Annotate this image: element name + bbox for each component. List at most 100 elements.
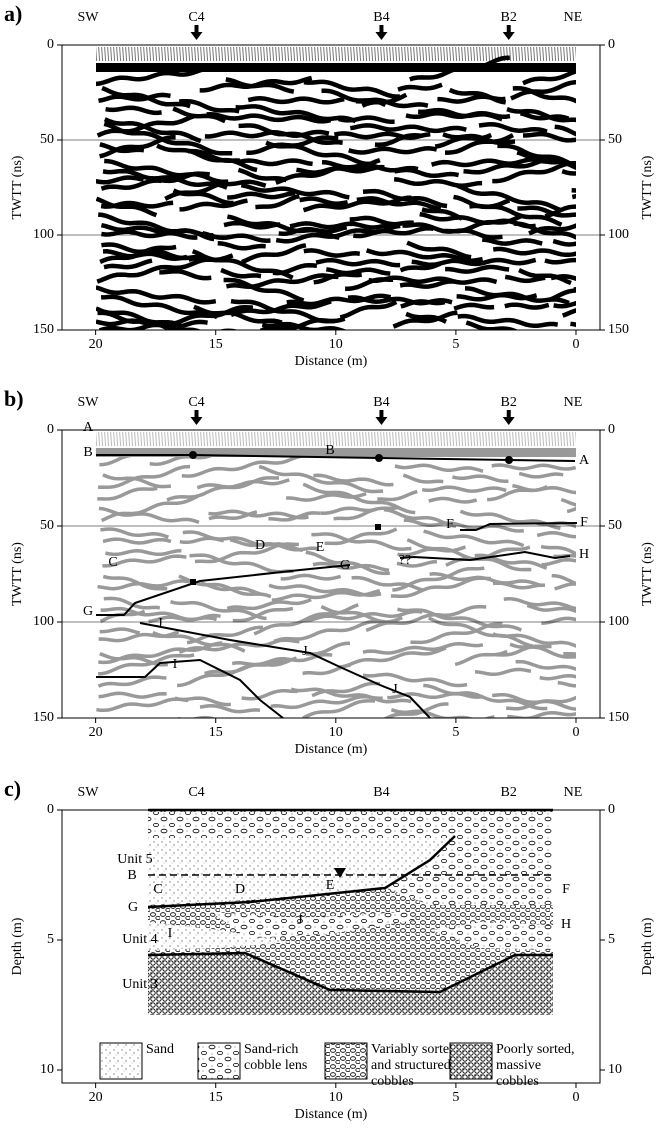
trace — [371, 46, 374, 62]
y-axis-label: Depth (m) — [10, 917, 25, 975]
trace — [422, 46, 425, 62]
reflection — [492, 632, 576, 648]
reflection — [492, 581, 546, 590]
trace — [392, 431, 395, 447]
y-tick-label: 100 — [608, 227, 629, 242]
x-tick-label: 5 — [452, 725, 459, 740]
trace — [374, 46, 377, 62]
y-tick-label: 0 — [608, 37, 615, 52]
reflection — [349, 333, 457, 340]
reflection — [230, 299, 332, 318]
reflection — [571, 188, 576, 193]
radargram — [96, 46, 576, 340]
reflection — [324, 527, 398, 546]
trace — [404, 431, 407, 447]
reflection — [235, 104, 357, 124]
trace — [182, 46, 185, 62]
trace — [569, 46, 572, 62]
tie-point — [375, 524, 381, 530]
trace — [122, 431, 125, 447]
trace — [146, 46, 149, 62]
y-tick-label: 5 — [47, 932, 54, 947]
reflection — [315, 257, 401, 268]
reflection — [98, 92, 171, 104]
reflection — [176, 656, 286, 688]
reflection — [196, 478, 290, 490]
reflection — [544, 257, 576, 265]
trace — [107, 431, 110, 447]
trace — [119, 431, 122, 447]
trace — [275, 46, 278, 62]
trace — [191, 431, 194, 447]
trace — [293, 431, 296, 447]
panel-label: c) — [4, 776, 21, 801]
trace — [314, 46, 317, 62]
reflection — [504, 302, 550, 310]
trace — [167, 46, 170, 62]
reflection — [374, 133, 423, 148]
reflection — [96, 114, 195, 138]
trace — [272, 431, 275, 447]
trace — [140, 46, 143, 62]
trace — [98, 431, 101, 447]
reflection — [247, 95, 345, 105]
trace — [278, 46, 281, 62]
trace — [386, 46, 389, 62]
trace — [512, 431, 515, 447]
trace — [362, 46, 365, 62]
trace — [290, 431, 293, 447]
reflection — [273, 615, 403, 643]
y-tick-label: 5 — [608, 932, 615, 947]
reflection — [225, 273, 339, 290]
trace — [155, 431, 158, 447]
trace — [419, 46, 422, 62]
trace — [125, 46, 128, 62]
trace — [434, 46, 437, 62]
trace — [329, 431, 332, 447]
y-tick-label: 150 — [608, 710, 629, 725]
trace — [374, 431, 377, 447]
trace — [425, 46, 428, 62]
reflection — [189, 553, 294, 574]
trace — [323, 431, 326, 447]
x-axis-label: Distance (m) — [295, 354, 368, 369]
trace — [533, 431, 536, 447]
reflection — [103, 117, 202, 144]
reflection — [400, 299, 446, 309]
trace — [185, 431, 188, 447]
reflection — [229, 538, 319, 552]
trace — [482, 46, 485, 62]
trace — [221, 431, 224, 447]
reflection — [164, 181, 222, 201]
reflection — [96, 697, 189, 713]
trace — [317, 46, 320, 62]
y-tick-label: 100 — [33, 227, 54, 242]
trace — [158, 431, 161, 447]
trace — [311, 46, 314, 62]
legend-swatch — [324, 1042, 368, 1080]
reflector-label: A — [579, 453, 590, 468]
y-tick-label: 0 — [47, 422, 54, 437]
trace — [305, 46, 308, 62]
reflection — [96, 66, 216, 87]
trace — [308, 46, 311, 62]
reflection — [102, 554, 187, 568]
trace — [206, 431, 209, 447]
section-label: I — [168, 926, 173, 941]
trace — [506, 431, 509, 447]
reflection — [226, 597, 312, 611]
trace — [101, 46, 104, 62]
trace — [233, 46, 236, 62]
trace — [227, 431, 230, 447]
reflection — [255, 194, 300, 210]
reflection — [102, 537, 172, 545]
reflection — [445, 264, 510, 274]
trace — [347, 46, 350, 62]
interpreted-reflector — [96, 564, 351, 616]
trace — [389, 431, 392, 447]
reflection — [302, 609, 423, 623]
reflection — [199, 75, 313, 93]
reflection — [96, 196, 158, 218]
trace — [242, 431, 245, 447]
trace — [236, 431, 239, 447]
